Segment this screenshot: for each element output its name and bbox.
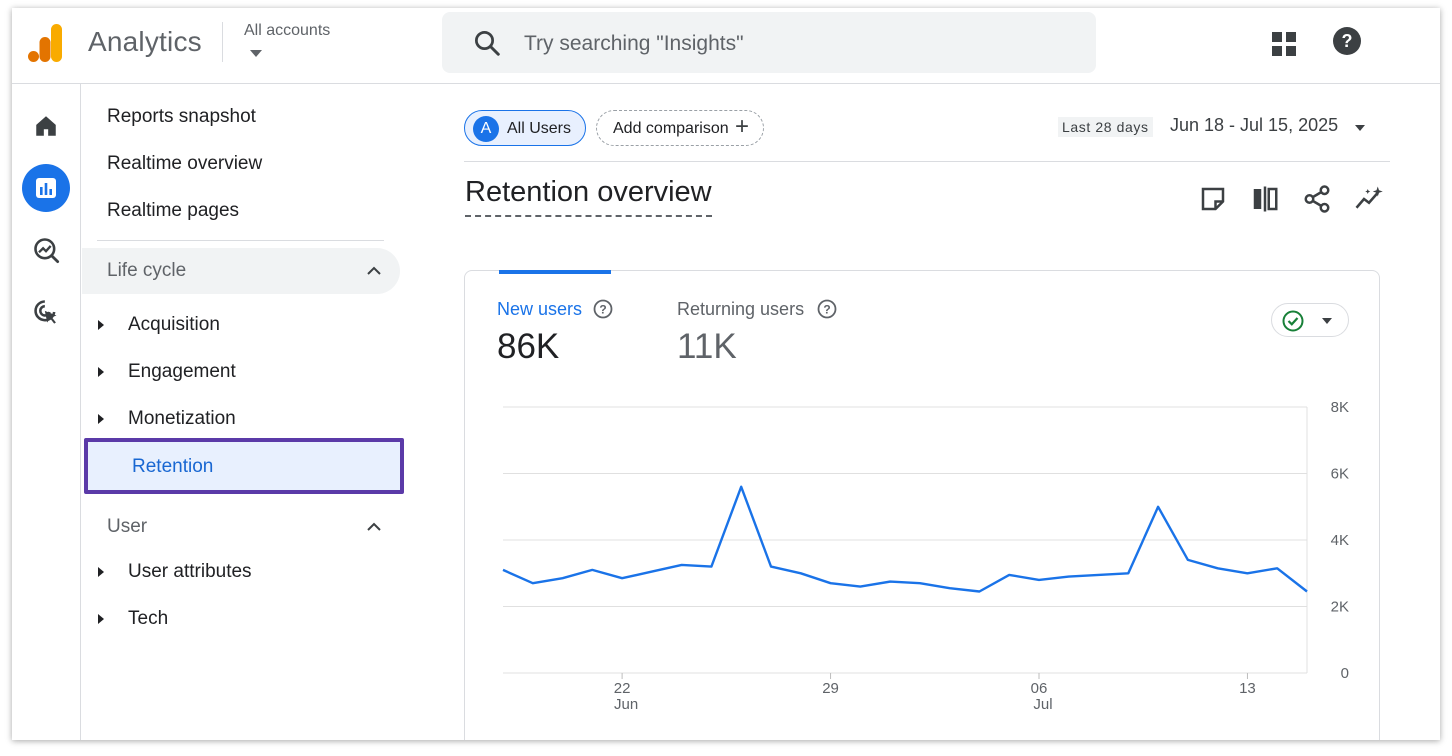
x-tick-label: 22 <box>614 680 631 697</box>
series-line-new-users <box>502 485 1308 593</box>
metric-value-returning-users: 11K <box>677 327 737 366</box>
analytics-logo-icon[interactable] <box>28 24 62 62</box>
caret-down-icon[interactable] <box>1355 125 1365 131</box>
help-outline-icon[interactable]: ? <box>817 299 837 319</box>
nav-item-label: Monetization <box>128 408 236 429</box>
section-label: Life cycle <box>107 260 187 281</box>
nav-realtime-overview[interactable]: Realtime overview <box>107 153 263 174</box>
data-quality-chip[interactable] <box>1271 303 1349 337</box>
metric-tab-returning-users[interactable]: Returning users <box>677 299 805 319</box>
main-content: A All Users Add comparison + Last 28 day… <box>402 84 1440 740</box>
chevron-up-icon <box>367 522 381 531</box>
nav-acquisition[interactable]: Acquisition <box>82 306 400 346</box>
nav-item-label: User attributes <box>128 561 252 582</box>
svg-text:?: ? <box>599 303 606 317</box>
apps-grid-icon[interactable] <box>1270 30 1298 58</box>
account-selector[interactable]: All accounts <box>244 22 331 39</box>
target-cursor-icon <box>34 300 57 324</box>
section-life-cycle[interactable]: Life cycle <box>82 248 400 294</box>
svg-text:?: ? <box>1342 31 1353 51</box>
rail-advertising[interactable] <box>22 288 70 336</box>
section-label: User <box>107 516 148 537</box>
page-title[interactable]: Retention overview <box>465 176 712 217</box>
nav-divider <box>97 240 384 241</box>
nav-item-label: Acquisition <box>128 314 220 335</box>
header-divider <box>222 22 223 62</box>
top-bar: Analytics All accounts Try searching "In… <box>12 8 1440 84</box>
left-rail <box>12 84 81 740</box>
explore-trend-icon <box>34 238 60 264</box>
caret-right-icon <box>98 567 104 577</box>
app-title: Analytics <box>88 26 202 57</box>
annotation-icon[interactable] <box>1198 184 1228 214</box>
caret-right-icon <box>98 320 104 330</box>
x-tick-sublabel: Jul <box>1033 696 1052 711</box>
caret-right-icon <box>98 614 104 624</box>
share-icon[interactable] <box>1302 184 1332 214</box>
help-icon[interactable]: ? <box>1332 26 1362 56</box>
rail-reports[interactable] <box>22 164 70 212</box>
segment-avatar: A <box>473 116 499 142</box>
app-window: Analytics All accounts Try searching "In… <box>12 8 1440 740</box>
nav-item-label: Engagement <box>128 361 236 382</box>
toolbar-divider <box>464 161 1390 162</box>
y-tick-label: 2K <box>1331 599 1349 616</box>
nav-item-label: Retention <box>132 456 214 477</box>
caret-down-icon[interactable] <box>250 50 262 57</box>
y-tick-label: 4K <box>1331 532 1349 549</box>
chevron-up-icon <box>367 266 381 275</box>
rail-home[interactable] <box>22 102 70 150</box>
add-comparison-label: Add comparison <box>613 120 729 137</box>
metric-tab-new-users[interactable]: New users <box>497 299 583 319</box>
date-range-picker[interactable]: Jun 18 - Jul 15, 2025 <box>1170 115 1339 135</box>
segment-chip-all-users[interactable]: A All Users <box>464 110 586 146</box>
x-tick-label: 06 <box>1031 680 1048 697</box>
date-range-preset[interactable]: Last 28 days <box>1058 117 1153 137</box>
y-tick-label: 0 <box>1341 665 1349 682</box>
plus-icon: + <box>735 113 750 140</box>
retention-card: New users ? 86K Returning users ? 11K 0 2… <box>464 270 1380 740</box>
check-circle-icon <box>1282 310 1304 332</box>
caret-right-icon <box>98 367 104 377</box>
nav-engagement[interactable]: Engagement <box>82 353 400 393</box>
nav-tech[interactable]: Tech <box>82 600 400 640</box>
bar-chart-icon <box>36 178 56 198</box>
section-user[interactable]: User <box>82 504 400 550</box>
nav-monetization[interactable]: Monetization <box>82 400 400 440</box>
side-nav: Reports snapshot Realtime overview Realt… <box>82 84 404 740</box>
nav-realtime-pages[interactable]: Realtime pages <box>107 200 240 221</box>
svg-text:?: ? <box>823 303 830 317</box>
compare-icon[interactable] <box>1250 184 1280 214</box>
search-bar[interactable]: Try searching "Insights" <box>442 12 1096 73</box>
nav-item-label: Tech <box>128 608 169 629</box>
rail-explore[interactable] <box>22 226 70 274</box>
search-input[interactable]: Try searching "Insights" <box>524 32 744 55</box>
help-outline-icon[interactable]: ? <box>593 299 613 319</box>
home-icon <box>36 116 56 136</box>
y-tick-label: 8K <box>1331 399 1349 416</box>
x-tick-label: 13 <box>1239 680 1256 697</box>
nav-reports-snapshot[interactable]: Reports snapshot <box>107 106 256 127</box>
insights-icon[interactable] <box>1354 184 1384 214</box>
caret-down-icon <box>1322 318 1332 324</box>
x-tick-label: 29 <box>822 680 839 697</box>
active-metric-indicator <box>499 270 611 274</box>
search-icon <box>475 31 500 56</box>
nav-retention[interactable]: Retention <box>84 438 404 494</box>
segment-label: All Users <box>507 120 572 137</box>
y-tick-label: 6K <box>1331 466 1349 483</box>
metric-value-new-users: 86K <box>497 327 560 366</box>
caret-right-icon <box>98 414 104 424</box>
nav-user-attributes[interactable]: User attributes <box>82 553 400 593</box>
x-tick-sublabel: Jun <box>614 696 638 711</box>
add-comparison-button[interactable]: Add comparison + <box>596 110 764 146</box>
